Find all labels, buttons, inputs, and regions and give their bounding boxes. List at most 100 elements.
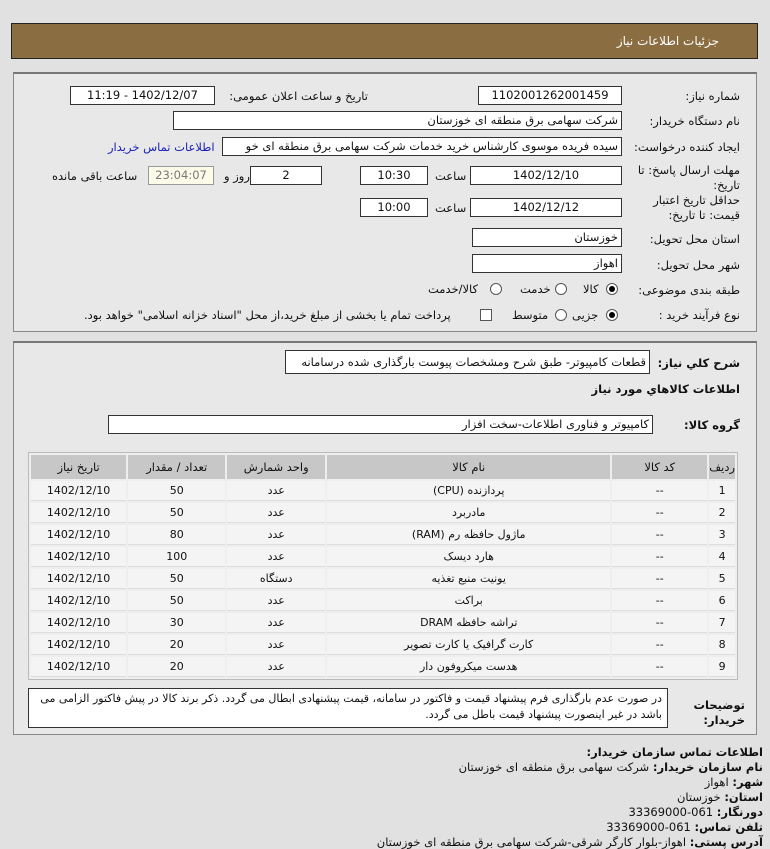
buyer-label: نام دستگاه خریدار: bbox=[649, 114, 740, 128]
item-name: براکت bbox=[327, 591, 611, 611]
item-date: 1402/12/10 bbox=[31, 613, 127, 633]
group-field: کامپیوتر و فناوری اطلاعات-سخت افزار bbox=[108, 415, 653, 434]
item-unit: عدد bbox=[227, 635, 326, 655]
item-code: -- bbox=[612, 525, 708, 545]
category-radio-goods[interactable] bbox=[606, 283, 618, 295]
item-name: تراشه حافظه DRAM bbox=[327, 613, 611, 633]
item-name: هدست میکروفون دار bbox=[327, 657, 611, 677]
summary-field: قطعات کامپیوتر- طبق شرح ومشخصات پیوست با… bbox=[285, 350, 650, 374]
deadline-time-field: 10:30 bbox=[360, 166, 428, 185]
creator-field: سیده فریده موسوی کارشناس خرید خدمات شرکت… bbox=[222, 137, 622, 156]
contact-city: شهر: اهواز bbox=[704, 775, 763, 789]
col-code: کد کالا bbox=[612, 455, 708, 479]
item-name: یونیت منبع تغذیه bbox=[327, 569, 611, 589]
category-option-service: خدمت bbox=[520, 282, 551, 296]
page-header: جزئیات اطلاعات نیاز bbox=[11, 23, 758, 59]
item-unit: دستگاه bbox=[227, 569, 326, 589]
item-date: 1402/12/10 bbox=[31, 591, 127, 611]
row-number: 7 bbox=[709, 613, 735, 633]
category-radio-both[interactable] bbox=[490, 283, 502, 295]
deadline-time-label: ساعت bbox=[435, 169, 467, 183]
process-option-medium: متوسط bbox=[512, 308, 549, 322]
group-label: گروه کالا: bbox=[684, 418, 740, 432]
category-radio-service[interactable] bbox=[555, 283, 567, 295]
row-number: 8 bbox=[709, 635, 735, 655]
table-row: 3 -- ماژول حافظه رم (RAM) عدد 80 1402/12/10 bbox=[31, 525, 735, 545]
item-qty: 50 bbox=[128, 503, 226, 523]
contact-fax: دورنگار: 061-33369000 bbox=[628, 805, 763, 819]
row-number: 3 bbox=[709, 525, 735, 545]
item-unit: عدد bbox=[227, 547, 326, 567]
item-qty: 100 bbox=[128, 547, 226, 567]
remaining-label: ساعت باقی مانده bbox=[52, 169, 138, 183]
row-number: 9 bbox=[709, 657, 735, 677]
row-number: 5 bbox=[709, 569, 735, 589]
item-date: 1402/12/10 bbox=[31, 569, 127, 589]
validity-time-label: ساعت bbox=[435, 201, 467, 215]
category-option-both: کالا/خدمت bbox=[428, 282, 479, 296]
item-name: پردازنده (CPU) bbox=[327, 481, 611, 501]
province-label: استان محل تحویل: bbox=[649, 232, 740, 246]
item-code: -- bbox=[612, 635, 708, 655]
category-option-goods: کالا bbox=[583, 282, 599, 296]
item-code: -- bbox=[612, 481, 708, 501]
item-code: -- bbox=[612, 547, 708, 567]
table-row: 9 -- هدست میکروفون دار عدد 20 1402/12/10 bbox=[31, 657, 735, 677]
announce-field: 1402/12/07 - 11:19 bbox=[70, 86, 215, 105]
buyer-field: شرکت سهامی برق منطقه ای خوزستان bbox=[173, 111, 622, 130]
item-unit: عدد bbox=[227, 525, 326, 545]
row-number: 1 bbox=[709, 481, 735, 501]
creator-label: ایجاد کننده درخواست: bbox=[634, 140, 740, 154]
item-name: کارت گرافیک یا کارت تصویر bbox=[327, 635, 611, 655]
item-date: 1402/12/10 bbox=[31, 635, 127, 655]
buyer-contact-link[interactable]: اطلاعات تماس خریدار bbox=[108, 140, 215, 154]
item-qty: 80 bbox=[128, 525, 226, 545]
item-date: 1402/12/10 bbox=[31, 525, 127, 545]
row-number: 4 bbox=[709, 547, 735, 567]
table-row: 5 -- یونیت منبع تغذیه دستگاه 50 1402/12/10 bbox=[31, 569, 735, 589]
goods-heading: اطلاعات کالاهاي مورد نیاز bbox=[591, 382, 740, 396]
col-name: نام کالا bbox=[327, 455, 611, 479]
table-row: 1 -- پردازنده (CPU) عدد 50 1402/12/10 bbox=[31, 481, 735, 501]
city-field: اهواز bbox=[472, 254, 622, 273]
item-qty: 50 bbox=[128, 569, 226, 589]
contact-address: آدرس پستی: اهواز-بلوار کارگر شرقی-شرکت س… bbox=[376, 835, 763, 849]
notes-field: در صورت عدم بارگذاری فرم پیشنهاد قیمت و … bbox=[28, 688, 668, 728]
contact-province: استان: خوزستان bbox=[676, 790, 763, 804]
col-row: ردیف bbox=[709, 455, 735, 479]
item-name: ماژول حافظه رم (RAM) bbox=[327, 525, 611, 545]
contact-heading: اطلاعات تماس سازمان خریدار: bbox=[586, 745, 763, 759]
item-qty: 50 bbox=[128, 481, 226, 501]
item-date: 1402/12/10 bbox=[31, 481, 127, 501]
table-row: 6 -- براکت عدد 50 1402/12/10 bbox=[31, 591, 735, 611]
contact-phone: تلفن تماس: 061-33369000 bbox=[606, 820, 763, 834]
item-qty: 50 bbox=[128, 591, 226, 611]
col-qty: تعداد / مقدار bbox=[128, 455, 226, 479]
item-code: -- bbox=[612, 591, 708, 611]
treasury-text: پرداخت تمام یا بخشی از مبلغ خرید،از محل … bbox=[84, 308, 451, 322]
process-radio-minor[interactable] bbox=[606, 309, 618, 321]
treasury-checkbox[interactable] bbox=[480, 309, 492, 321]
validity-date-field: 1402/12/12 bbox=[470, 198, 622, 217]
city-label: شهر محل تحویل: bbox=[656, 258, 740, 272]
process-label: نوع فرآیند خرید : bbox=[658, 308, 740, 322]
item-unit: عدد bbox=[227, 613, 326, 633]
need-number-field: 1102001262001459 bbox=[478, 86, 622, 105]
item-unit: عدد bbox=[227, 591, 326, 611]
days-label: روز و bbox=[224, 169, 250, 183]
validity-label: حداقل تاریخ اعتبار قیمت: تا تاریخ: bbox=[653, 193, 740, 222]
table-row: 7 -- تراشه حافظه DRAM عدد 30 1402/12/10 bbox=[31, 613, 735, 633]
item-name: مادربرد bbox=[327, 503, 611, 523]
goods-table: ردیف کد کالا نام کالا واحد شمارش تعداد /… bbox=[28, 452, 738, 680]
table-row: 4 -- هارد دیسک عدد 100 1402/12/10 bbox=[31, 547, 735, 567]
item-code: -- bbox=[612, 657, 708, 677]
process-radio-medium[interactable] bbox=[555, 309, 567, 321]
remaining-time-field: 23:04:07 bbox=[148, 166, 214, 185]
page-title: جزئیات اطلاعات نیاز bbox=[616, 34, 719, 48]
table-header: ردیف کد کالا نام کالا واحد شمارش تعداد /… bbox=[31, 455, 735, 479]
item-code: -- bbox=[612, 503, 708, 523]
item-qty: 30 bbox=[128, 613, 226, 633]
process-option-minor: جزیی bbox=[572, 308, 599, 322]
table-row: 8 -- کارت گرافیک یا کارت تصویر عدد 20 1402/12… bbox=[31, 635, 735, 655]
province-field: خوزستان bbox=[472, 228, 622, 247]
